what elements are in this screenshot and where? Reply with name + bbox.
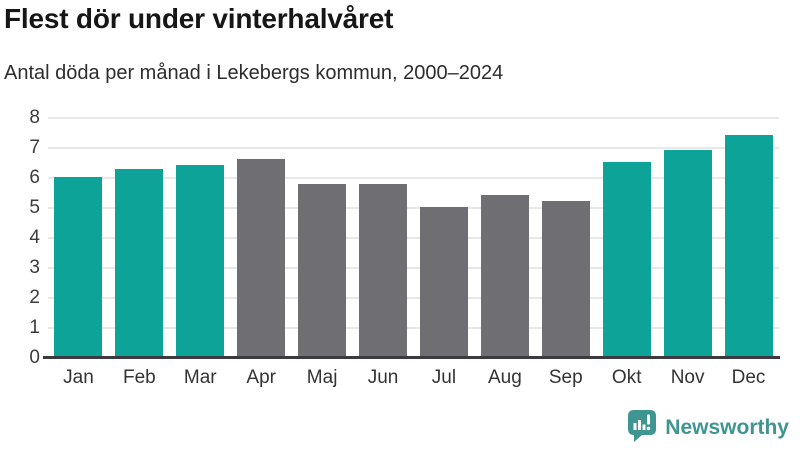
- y-axis-tick-label: 1: [29, 317, 40, 338]
- x-axis-label: Nov: [670, 367, 705, 388]
- x-axis-label: Jul: [431, 367, 457, 388]
- x-axis-label: Dec: [731, 367, 766, 388]
- bar-jan: [54, 176, 103, 358]
- gridline: [48, 297, 779, 299]
- bar-sep: [541, 200, 590, 358]
- x-axis-label: Aug: [487, 367, 522, 388]
- newsworthy-speech-bubble-chart-icon: [627, 409, 657, 447]
- gridline: [48, 117, 779, 119]
- y-axis-tick-label: 0: [29, 347, 40, 368]
- gridline: [48, 267, 779, 269]
- bars-layer: [48, 118, 779, 358]
- brand-footer[interactable]: Newsworthy: [627, 409, 789, 447]
- gridline: [48, 177, 779, 179]
- bar-aug: [480, 194, 529, 358]
- y-axis-tick-label: 8: [29, 107, 40, 128]
- brand-name: Newsworthy: [665, 416, 789, 439]
- gridline: [48, 207, 779, 209]
- bar-nov: [663, 149, 712, 358]
- y-axis-tick-label: 5: [29, 197, 40, 218]
- bar-feb: [115, 169, 164, 358]
- plot-area: [48, 117, 779, 358]
- gridline: [48, 147, 779, 149]
- x-axis-label: Sep: [548, 367, 583, 388]
- y-axis-tick-label: 6: [29, 167, 40, 188]
- bar-jun: [359, 184, 408, 358]
- bar-okt: [602, 161, 651, 358]
- y-axis-tick-label: 4: [29, 227, 40, 248]
- bar-maj: [298, 184, 347, 358]
- x-axis-label: Okt: [611, 367, 642, 388]
- chart-subtitle: Antal döda per månad i Lekebergs kommun,…: [4, 62, 504, 84]
- y-axis-tick-label: 2: [29, 287, 40, 308]
- x-axis-label: Jun: [367, 367, 399, 388]
- x-axis-label: Apr: [246, 367, 276, 388]
- x-axis-line: [43, 356, 780, 359]
- bar-jul: [419, 206, 468, 358]
- chart-title: Flest dör under vinterhalvåret: [4, 3, 394, 34]
- x-axis-label: Feb: [122, 367, 156, 388]
- bar-apr: [237, 158, 286, 358]
- gridline: [48, 237, 779, 239]
- x-axis-label: Maj: [306, 367, 338, 388]
- x-axis-label: Mar: [183, 367, 217, 388]
- y-axis-tick-label: 3: [29, 257, 40, 278]
- bar-mar: [176, 164, 225, 358]
- gridline: [48, 327, 779, 329]
- x-axis-label: Jan: [63, 367, 94, 388]
- bar-dec: [724, 134, 773, 358]
- y-axis-tick-label: 7: [29, 137, 40, 158]
